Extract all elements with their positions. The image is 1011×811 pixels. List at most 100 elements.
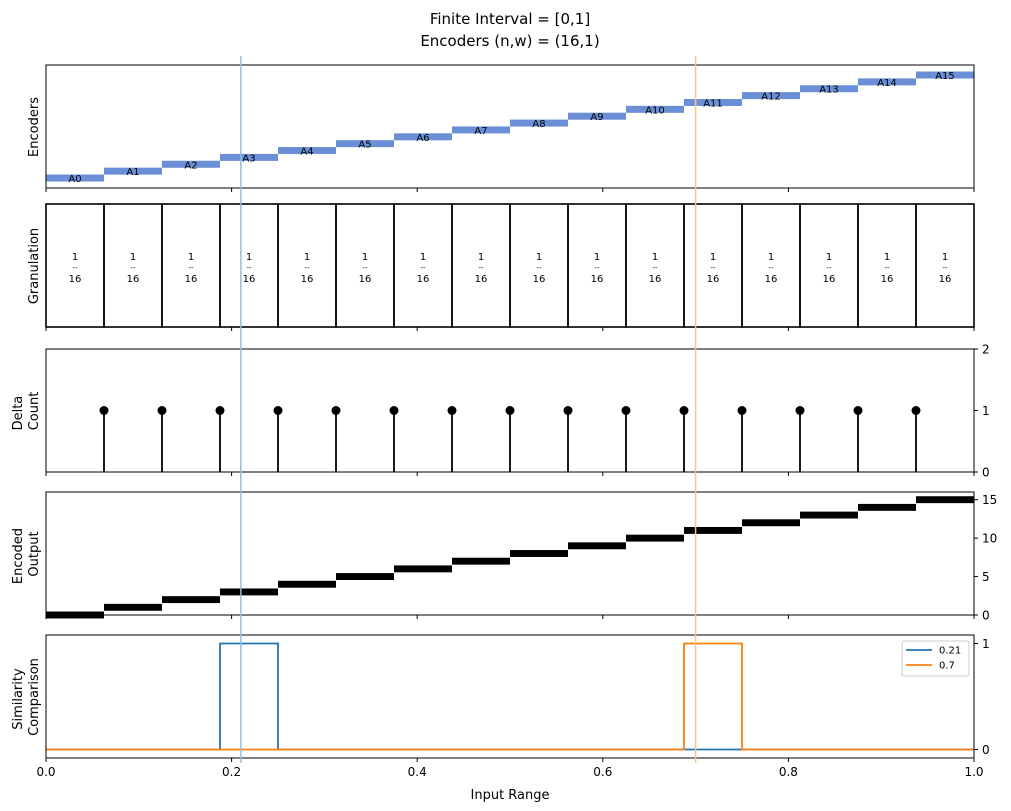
y-tick-label: 10 bbox=[982, 532, 997, 546]
stem-marker bbox=[911, 406, 921, 415]
stem-marker bbox=[157, 406, 167, 415]
encoder-bar bbox=[626, 105, 684, 113]
granule-denominator: 16 bbox=[359, 274, 372, 285]
encoder-bar bbox=[916, 71, 974, 79]
output-step bbox=[510, 550, 568, 557]
granule-rule: -- bbox=[246, 264, 252, 272]
granule-rule: -- bbox=[768, 264, 774, 272]
granule-denominator: 16 bbox=[69, 274, 82, 285]
encoder-bar bbox=[336, 140, 394, 148]
stem-marker bbox=[331, 406, 341, 415]
output-step bbox=[742, 519, 800, 527]
x-tick-label: 0.0 bbox=[36, 765, 55, 779]
similarity-frame bbox=[45, 634, 975, 759]
delta-count-ylabel-line1: Delta bbox=[11, 396, 26, 431]
stem-marker bbox=[99, 406, 109, 415]
similarity-line-0.21 bbox=[46, 642, 974, 751]
encoder-label: A11 bbox=[703, 98, 723, 109]
encoder-label: A6 bbox=[416, 133, 429, 144]
granule-numerator: 1 bbox=[362, 252, 368, 263]
granule-numerator: 1 bbox=[420, 252, 426, 263]
encoder-label: A13 bbox=[819, 85, 839, 96]
similarity-line-0.7 bbox=[46, 642, 974, 751]
encoder-label: A0 bbox=[68, 174, 81, 185]
y-tick-label: 0 bbox=[982, 466, 990, 480]
encoder-bar bbox=[684, 98, 742, 106]
granule-rule: -- bbox=[884, 264, 890, 272]
granule-numerator: 1 bbox=[710, 252, 716, 263]
stem-marker bbox=[737, 406, 747, 415]
encoder-bar bbox=[742, 92, 800, 100]
output-step bbox=[162, 596, 220, 604]
legend-label: 0.21 bbox=[939, 646, 961, 657]
encoder-bar bbox=[568, 112, 626, 120]
granule-numerator: 1 bbox=[130, 252, 136, 263]
delta-count-ylabel: Delta Count bbox=[11, 392, 42, 431]
encoder-bar bbox=[858, 78, 916, 86]
encoder-bar bbox=[510, 119, 568, 127]
encoders-frame bbox=[45, 64, 975, 189]
granule-numerator: 1 bbox=[652, 252, 658, 263]
legend: 0.21 0.7 bbox=[901, 640, 970, 677]
encoder-label: A3 bbox=[242, 153, 255, 164]
encoder-label: A1 bbox=[126, 167, 139, 178]
stem-marker bbox=[389, 406, 399, 415]
stem-marker bbox=[853, 406, 863, 415]
granule-denominator: 16 bbox=[939, 274, 952, 285]
granule-rule: -- bbox=[420, 264, 426, 272]
encoder-bar bbox=[220, 153, 278, 161]
similarity-ylabel: Similarity Comparison bbox=[11, 658, 42, 736]
granule-numerator: 1 bbox=[478, 252, 484, 263]
granule-numerator: 1 bbox=[536, 252, 542, 263]
legend-label: 0.7 bbox=[939, 661, 955, 672]
encoder-bar bbox=[278, 147, 336, 155]
granule-denominator: 16 bbox=[823, 274, 836, 285]
stem-marker bbox=[447, 406, 457, 415]
output-step bbox=[626, 534, 684, 542]
x-tick-label: 0.2 bbox=[222, 765, 241, 779]
granule-denominator: 16 bbox=[185, 274, 198, 285]
chart-title-line2: Encoders (n,w) = (16,1) bbox=[420, 32, 599, 50]
x-tick-label: 0.6 bbox=[593, 765, 612, 779]
output-step bbox=[104, 603, 162, 611]
granule-denominator: 16 bbox=[243, 274, 256, 285]
granule-rule: -- bbox=[72, 264, 78, 272]
granule-numerator: 1 bbox=[304, 252, 310, 263]
encoder-bar bbox=[162, 160, 220, 168]
granule-numerator: 1 bbox=[768, 252, 774, 263]
x-tick-label: 0.4 bbox=[408, 765, 427, 779]
chart-title-line1: Finite Interval = [0,1] bbox=[430, 10, 590, 28]
granule-rule: -- bbox=[304, 264, 310, 272]
output-step bbox=[220, 588, 278, 596]
y-tick-label: 15 bbox=[982, 493, 997, 507]
encoder-label: A10 bbox=[645, 105, 665, 116]
encoder-bar bbox=[800, 85, 858, 93]
encoder-label: A15 bbox=[935, 71, 955, 82]
x-tick-label: 1.0 bbox=[964, 765, 983, 779]
granulation-ylabel: Granulation bbox=[27, 228, 42, 304]
granule-rule: -- bbox=[536, 264, 542, 272]
encoded-output-ylabel-line2: Output bbox=[27, 531, 42, 576]
granule-rule: -- bbox=[188, 264, 194, 272]
stem-marker bbox=[273, 406, 283, 415]
encoder-bar bbox=[46, 174, 104, 182]
y-tick-label: 2 bbox=[982, 343, 990, 357]
encoder-label: A2 bbox=[184, 160, 197, 171]
encoder-bar bbox=[394, 133, 452, 141]
plot-layer: A0A1A2A3A4A5A6A7A8A9A10A11A12A13A14A151-… bbox=[36, 56, 997, 779]
granule-rule: -- bbox=[594, 264, 600, 272]
encoded-output-ylabel: Encoded Output bbox=[11, 524, 42, 584]
output-step bbox=[858, 503, 916, 511]
encoders-ylabel: Encoders bbox=[27, 97, 42, 157]
granule-rule: -- bbox=[362, 264, 368, 272]
granule-numerator: 1 bbox=[942, 252, 948, 263]
output-step bbox=[568, 542, 626, 550]
output-step bbox=[800, 511, 858, 519]
stem-marker bbox=[795, 406, 805, 415]
encoder-label: A12 bbox=[761, 92, 781, 103]
granule-rule: -- bbox=[942, 264, 948, 272]
granule-rule: -- bbox=[130, 264, 136, 272]
granule-denominator: 16 bbox=[417, 274, 430, 285]
granule-numerator: 1 bbox=[826, 252, 832, 263]
